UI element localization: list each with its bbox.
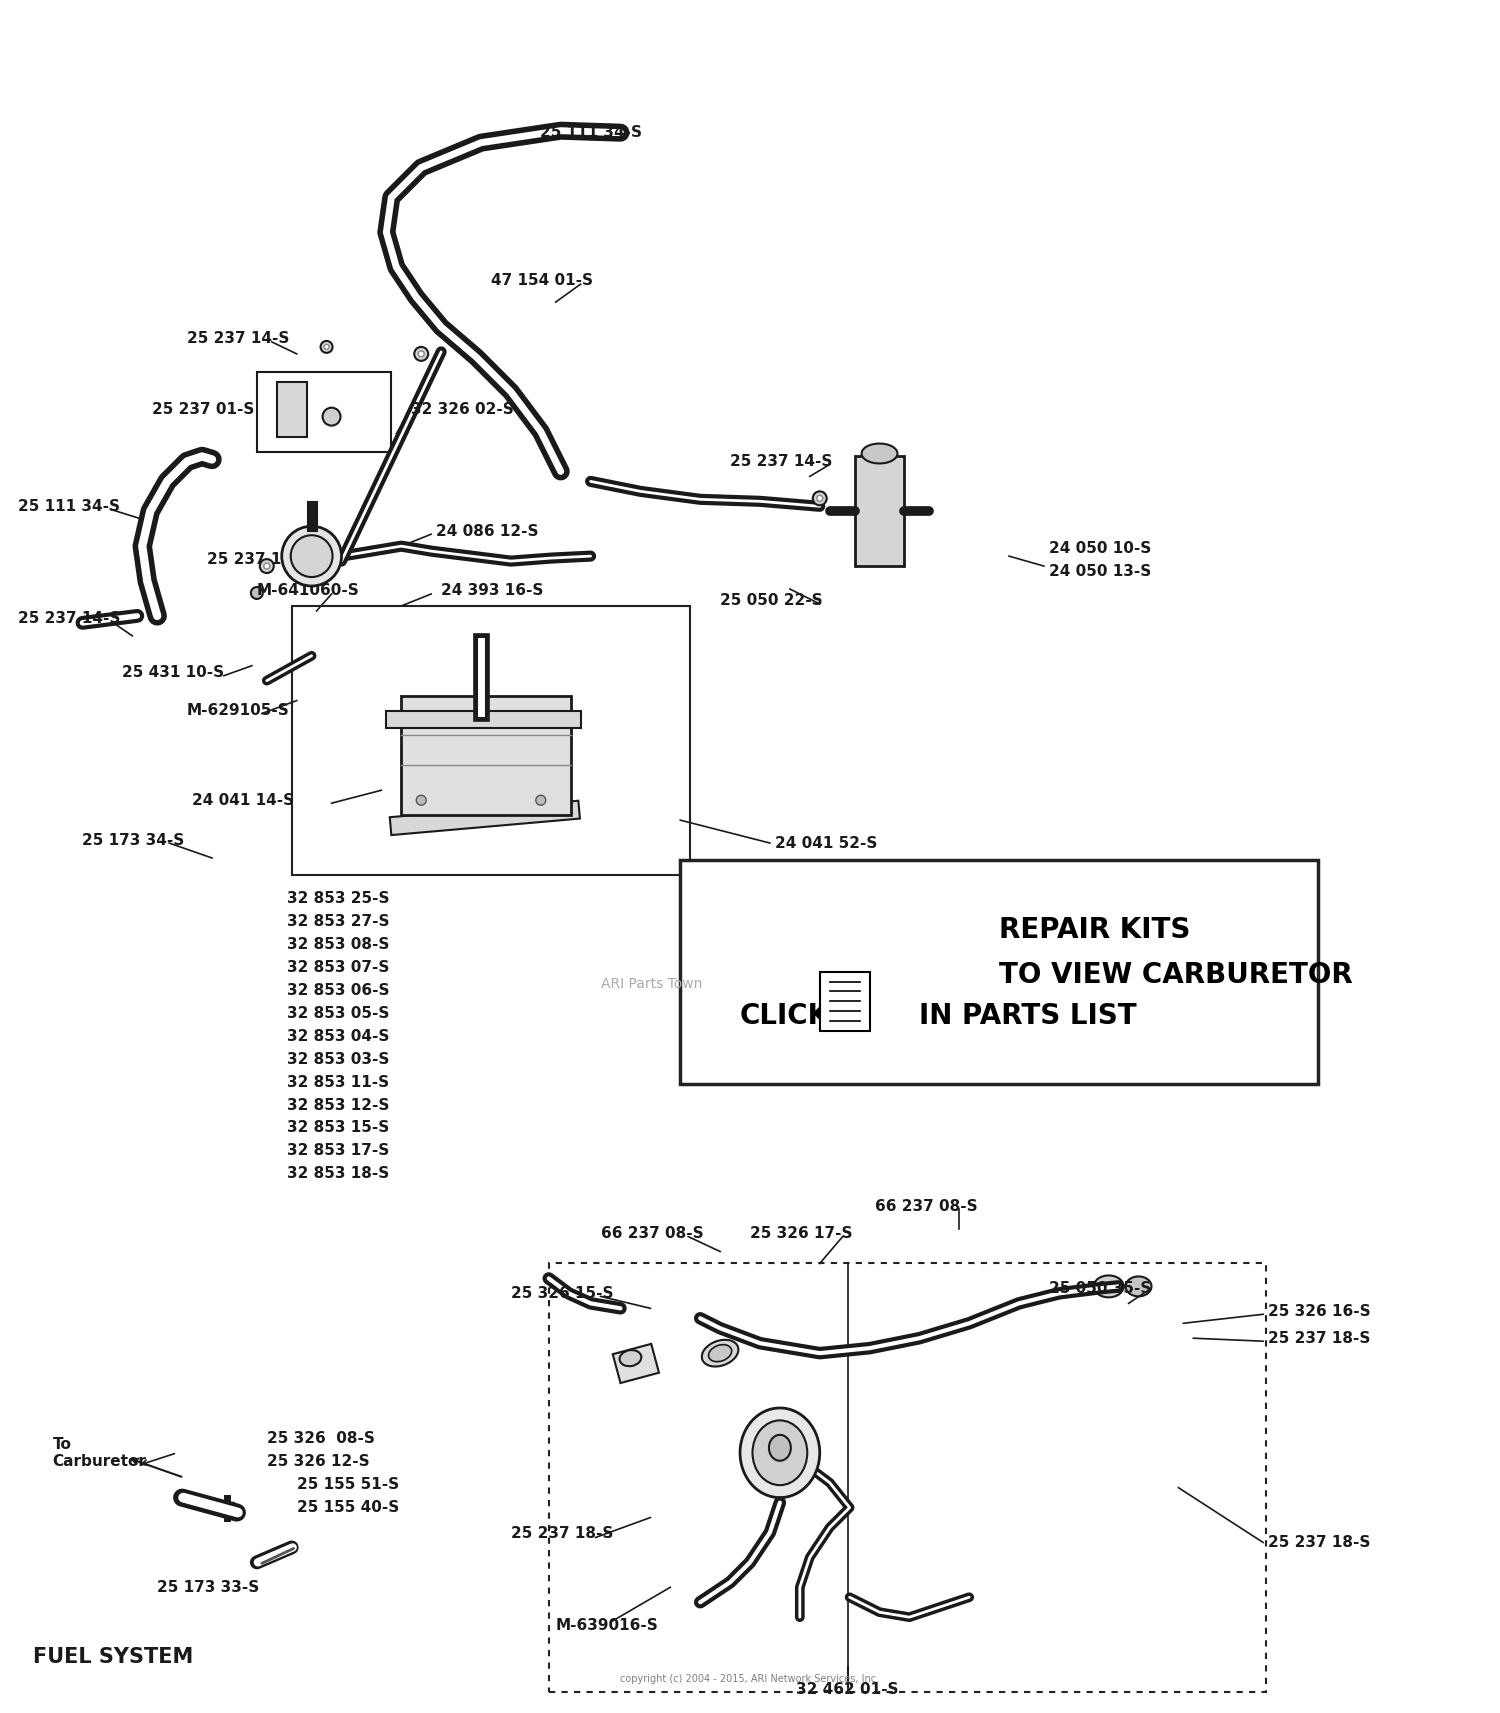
- Text: 25 326  08-S: 25 326 08-S: [267, 1432, 375, 1446]
- Ellipse shape: [291, 534, 333, 577]
- Ellipse shape: [416, 795, 426, 805]
- Bar: [819, 971, 870, 1031]
- Text: 32 462 01-S: 32 462 01-S: [796, 1682, 898, 1698]
- Text: TO VIEW CARBURETOR: TO VIEW CARBURETOR: [999, 961, 1353, 988]
- Text: 66 237 08-S: 66 237 08-S: [874, 1199, 977, 1215]
- Text: 32 853 05-S: 32 853 05-S: [286, 1006, 388, 1021]
- Bar: [220, 1502, 226, 1514]
- Text: 24 086 12-S: 24 086 12-S: [436, 524, 538, 538]
- Text: To
Carburetor: To Carburetor: [53, 1437, 147, 1470]
- Text: FUEL SYSTEM: FUEL SYSTEM: [33, 1646, 194, 1667]
- Text: 25 173 34-S: 25 173 34-S: [82, 833, 184, 848]
- Bar: [291, 606, 690, 875]
- Text: IN PARTS LIST: IN PARTS LIST: [920, 1002, 1137, 1031]
- Ellipse shape: [260, 558, 274, 574]
- Text: 32 853 08-S: 32 853 08-S: [286, 937, 388, 952]
- Text: 66 237 08-S: 66 237 08-S: [600, 1227, 703, 1242]
- Text: 32 326 02-S: 32 326 02-S: [411, 403, 515, 418]
- Ellipse shape: [321, 341, 333, 353]
- Ellipse shape: [753, 1420, 807, 1485]
- Text: 24 041 52-S: 24 041 52-S: [776, 836, 877, 851]
- Ellipse shape: [324, 344, 328, 349]
- Text: 32 853 17-S: 32 853 17-S: [286, 1143, 388, 1158]
- Ellipse shape: [818, 495, 822, 502]
- Ellipse shape: [770, 1435, 790, 1461]
- Text: 32 853 27-S: 32 853 27-S: [286, 915, 388, 928]
- Text: 25 173 33-S: 25 173 33-S: [158, 1579, 260, 1595]
- Text: 25 326 16-S: 25 326 16-S: [1268, 1304, 1371, 1319]
- Bar: [387, 711, 580, 728]
- Text: copyright (c) 2004 - 2015, ARI Network Services, Inc.: copyright (c) 2004 - 2015, ARI Network S…: [621, 1674, 879, 1684]
- Text: ARI Parts Town: ARI Parts Town: [600, 976, 702, 990]
- Bar: [612, 1345, 658, 1382]
- Text: 32 853 11-S: 32 853 11-S: [286, 1074, 388, 1089]
- Text: 32 853 12-S: 32 853 12-S: [286, 1098, 388, 1112]
- Ellipse shape: [740, 1408, 819, 1497]
- Text: 25 237 18-S: 25 237 18-S: [1268, 1535, 1371, 1550]
- Text: REPAIR KITS: REPAIR KITS: [999, 916, 1191, 944]
- Text: 25 155 40-S: 25 155 40-S: [297, 1501, 399, 1514]
- Bar: [390, 800, 580, 834]
- Ellipse shape: [620, 1350, 642, 1367]
- Ellipse shape: [813, 492, 826, 505]
- Text: 32 853 15-S: 32 853 15-S: [286, 1120, 388, 1136]
- Ellipse shape: [264, 564, 270, 569]
- Text: 25 111 34-S: 25 111 34-S: [540, 125, 642, 140]
- Text: 32 853 03-S: 32 853 03-S: [286, 1052, 388, 1067]
- Ellipse shape: [1125, 1276, 1152, 1297]
- Ellipse shape: [708, 1345, 732, 1362]
- Text: 25 237 14-S: 25 237 14-S: [730, 454, 833, 469]
- Text: CLICK: CLICK: [740, 1002, 830, 1031]
- Text: 25 237 14-S: 25 237 14-S: [188, 331, 290, 346]
- Text: 25 237 14-S: 25 237 14-S: [207, 552, 309, 567]
- Text: 25 050 22-S: 25 050 22-S: [720, 593, 822, 608]
- Text: 25 237 18-S: 25 237 18-S: [1268, 1331, 1371, 1346]
- Ellipse shape: [322, 408, 340, 425]
- Bar: [549, 1264, 1266, 1692]
- Ellipse shape: [536, 795, 546, 805]
- Text: 32 853 18-S: 32 853 18-S: [286, 1167, 388, 1182]
- Text: 32 853 07-S: 32 853 07-S: [286, 959, 388, 975]
- Bar: [402, 695, 570, 815]
- Text: 32 853 04-S: 32 853 04-S: [286, 1030, 388, 1043]
- Text: 25 111 34-S: 25 111 34-S: [18, 498, 120, 514]
- Text: 24 393 16-S: 24 393 16-S: [441, 584, 543, 598]
- Text: 47 154 01-S: 47 154 01-S: [490, 272, 592, 288]
- Text: 25 237 14-S: 25 237 14-S: [18, 612, 120, 627]
- Text: 25 326 17-S: 25 326 17-S: [750, 1227, 852, 1242]
- Text: 25 431 10-S: 25 431 10-S: [123, 665, 225, 680]
- Ellipse shape: [251, 588, 262, 600]
- Bar: [681, 860, 1318, 1084]
- Text: 25 326 15-S: 25 326 15-S: [512, 1286, 614, 1300]
- Ellipse shape: [419, 351, 424, 356]
- Text: 25 237 18-S: 25 237 18-S: [512, 1526, 614, 1542]
- Bar: [855, 456, 904, 565]
- Text: 24 050 13-S: 24 050 13-S: [1048, 564, 1150, 579]
- Text: 25 155 51-S: 25 155 51-S: [297, 1477, 399, 1492]
- Text: 32 853 06-S: 32 853 06-S: [286, 983, 388, 999]
- Ellipse shape: [861, 444, 897, 464]
- Text: 24 050 10-S: 24 050 10-S: [1048, 541, 1150, 555]
- Bar: [228, 1502, 234, 1514]
- Text: M-629105-S: M-629105-S: [188, 702, 290, 718]
- Ellipse shape: [282, 526, 342, 586]
- Ellipse shape: [1094, 1276, 1124, 1297]
- Text: 32 853 25-S: 32 853 25-S: [286, 891, 388, 906]
- Bar: [256, 372, 392, 452]
- Text: 24 041 14-S: 24 041 14-S: [192, 793, 294, 809]
- Text: 25 237 01-S: 25 237 01-S: [152, 403, 255, 418]
- Text: 25 326 12-S: 25 326 12-S: [267, 1454, 369, 1470]
- Text: 25 050 35-S: 25 050 35-S: [1048, 1281, 1152, 1297]
- Ellipse shape: [414, 348, 428, 361]
- Bar: [278, 382, 306, 437]
- Text: M-641060-S: M-641060-S: [256, 584, 360, 598]
- Text: M-639016-S: M-639016-S: [555, 1617, 658, 1632]
- Ellipse shape: [702, 1340, 738, 1367]
